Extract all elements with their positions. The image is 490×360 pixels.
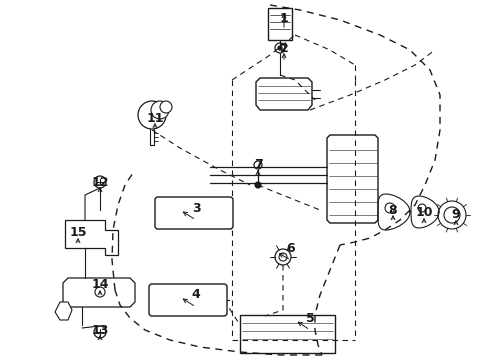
Ellipse shape — [175, 206, 213, 220]
Text: 5: 5 — [306, 311, 315, 324]
Bar — [240, 315, 335, 353]
Circle shape — [278, 46, 282, 50]
Circle shape — [418, 204, 426, 212]
Polygon shape — [256, 78, 312, 110]
Text: 4: 4 — [192, 288, 200, 302]
Circle shape — [255, 182, 261, 188]
Text: 2: 2 — [280, 41, 289, 54]
Circle shape — [438, 201, 466, 229]
Text: 14: 14 — [91, 279, 109, 292]
Circle shape — [254, 161, 262, 169]
Circle shape — [94, 176, 106, 188]
Circle shape — [95, 287, 105, 297]
Text: 13: 13 — [91, 324, 109, 337]
FancyBboxPatch shape — [149, 284, 227, 316]
Text: 11: 11 — [146, 112, 164, 125]
Text: 10: 10 — [415, 207, 433, 220]
Text: 9: 9 — [452, 208, 460, 221]
Text: 6: 6 — [287, 242, 295, 255]
Text: 7: 7 — [254, 158, 262, 171]
Text: 12: 12 — [91, 175, 109, 189]
Polygon shape — [65, 220, 118, 255]
Polygon shape — [327, 135, 378, 223]
Polygon shape — [55, 302, 72, 320]
Ellipse shape — [169, 293, 207, 307]
Circle shape — [444, 207, 460, 223]
Circle shape — [275, 249, 291, 265]
FancyBboxPatch shape — [155, 197, 233, 229]
Circle shape — [160, 101, 172, 113]
Circle shape — [138, 101, 166, 129]
Bar — [268, 8, 292, 40]
Circle shape — [279, 253, 287, 261]
Text: 15: 15 — [69, 226, 87, 239]
Circle shape — [385, 203, 395, 213]
Circle shape — [94, 326, 106, 338]
Circle shape — [151, 101, 169, 119]
Circle shape — [275, 43, 285, 53]
Text: 1: 1 — [280, 12, 289, 24]
Text: 8: 8 — [389, 203, 397, 216]
Polygon shape — [63, 278, 135, 307]
Text: 3: 3 — [192, 202, 200, 215]
